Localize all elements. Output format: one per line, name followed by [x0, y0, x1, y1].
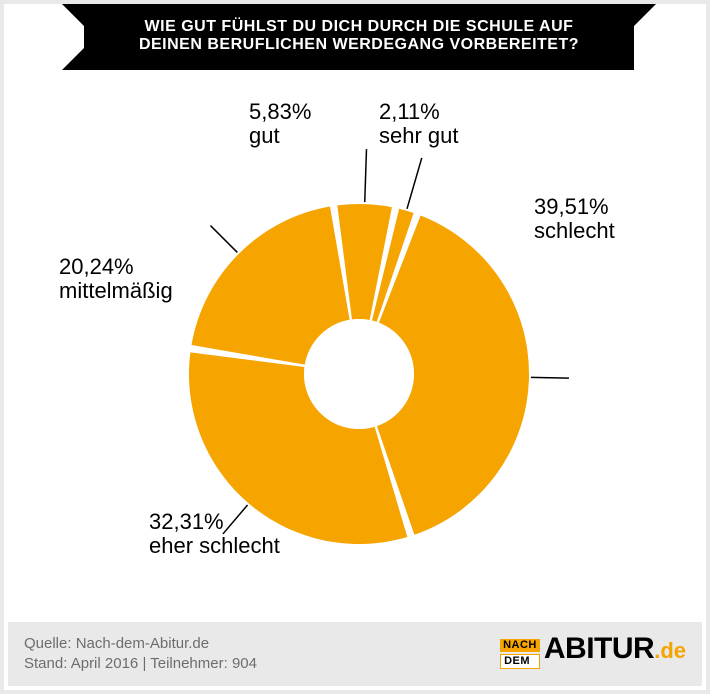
leader-schlecht: [531, 377, 569, 378]
source-value: Nach-dem-Abitur.de: [76, 635, 209, 652]
donut-chart: 39,51%schlecht 32,31%eher schlecht 20,24%m…: [4, 64, 706, 604]
infographic-card: WIE GUT FÜHLST DU DICH DURCH DIE SCHULE …: [0, 0, 710, 694]
label-sehr_gut: 2,11%sehr gut: [379, 99, 459, 148]
leader-gut: [365, 149, 367, 202]
title-line-2: DEINEN BERUFLICHEN WERDEGANG VORBEREITET…: [139, 36, 579, 53]
logo-main: ABITUR: [544, 632, 654, 666]
date-label: Stand:: [24, 655, 67, 672]
logo-tag-nach: NACH: [500, 639, 540, 652]
label-eher_schlecht: 32,31%eher schlecht: [149, 509, 280, 558]
logo-tag-dem: DEM: [500, 654, 540, 669]
donut-svg: 39,51%schlecht 32,31%eher schlecht 20,24%m…: [4, 64, 706, 604]
title-banner: WIE GUT FÜHLST DU DICH DURCH DIE SCHULE …: [84, 4, 634, 70]
leader-mittelmaessig: [210, 226, 237, 253]
participants-value: 904: [232, 655, 257, 672]
label-gut: 5,83%gut: [249, 99, 311, 148]
title-line-1: WIE GUT FÜHLST DU DICH DURCH DIE SCHULE …: [145, 18, 574, 35]
footer-bar: Quelle: Nach-dem-Abitur.de Stand: April …: [8, 622, 702, 686]
logo-suffix: .de: [654, 638, 686, 664]
source-label: Quelle:: [24, 635, 72, 652]
participants-label: Teilnehmer:: [150, 655, 228, 672]
date-value: April 2016: [71, 655, 139, 672]
label-schlecht: 39,51%schlecht: [534, 194, 615, 243]
label-mittelmaessig: 20,24%mittelmäßig: [59, 254, 173, 303]
footer-meta: Quelle: Nach-dem-Abitur.de Stand: April …: [24, 634, 257, 675]
brand-logo: NACH DEM ABITUR.de: [500, 632, 686, 677]
leader-eher_schlecht: [223, 505, 248, 534]
leader-sehr_gut: [407, 158, 422, 209]
donut-hole: [304, 319, 414, 429]
